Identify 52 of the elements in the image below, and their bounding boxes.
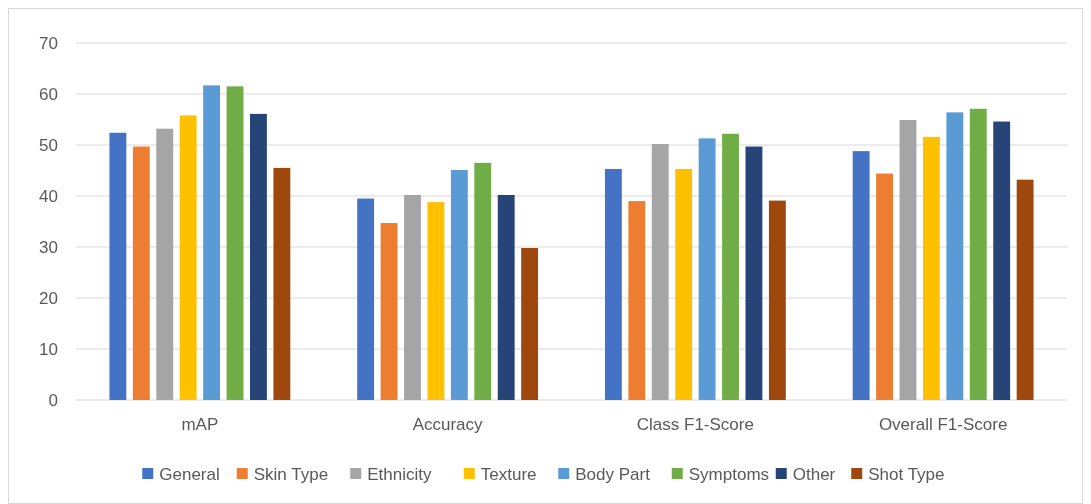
x-tick-label: Class F1-Score: [636, 415, 754, 434]
legend-label: Body Part: [575, 464, 651, 484]
bar: [722, 133, 739, 400]
bar: [899, 120, 917, 400]
legend-label: Other: [792, 464, 836, 484]
bar: [604, 168, 622, 400]
bar: [969, 108, 987, 400]
legend-label: Ethnicity: [367, 464, 432, 484]
bar: [156, 128, 174, 400]
bar: [357, 198, 375, 400]
y-tick-label: 50: [39, 135, 58, 155]
bar: [109, 132, 127, 400]
legend-label: General: [159, 464, 220, 484]
x-tick-label: Accuracy: [412, 415, 484, 434]
bar: [404, 194, 421, 400]
bar: [450, 169, 468, 400]
bar: [946, 112, 964, 400]
bar: [922, 136, 940, 400]
bar: [380, 223, 398, 400]
bar: [628, 201, 646, 400]
bar: [675, 168, 693, 400]
bar: [768, 200, 786, 400]
bar: [876, 173, 893, 400]
bar: [132, 146, 150, 400]
bar: [226, 86, 244, 400]
x-tick-label: Overall F1-Score: [878, 415, 1008, 434]
y-tick-label: 30: [39, 237, 58, 257]
bar: [427, 202, 445, 400]
bar: [1016, 179, 1034, 400]
bar: [698, 138, 716, 400]
bar: [250, 113, 267, 400]
y-tick-label: 20: [39, 288, 58, 308]
y-tick-label: 70: [39, 33, 58, 53]
x-tick-label: mAP: [181, 415, 219, 434]
legend-label: Shot Type: [868, 464, 945, 484]
y-tick-label: 60: [39, 84, 58, 104]
bar: [521, 248, 539, 400]
legend-label: Skin Type: [253, 464, 329, 484]
bar: [203, 85, 221, 400]
bar: [497, 194, 515, 400]
bar: [474, 162, 492, 400]
bar: [852, 151, 870, 400]
y-tick-label: 10: [39, 339, 58, 359]
bar: [993, 121, 1011, 400]
legend-label: Texture: [480, 464, 537, 484]
bar: [651, 143, 669, 400]
y-tick-label: 0: [48, 390, 58, 410]
bar: [745, 146, 763, 400]
bar: [179, 115, 197, 400]
bar: [273, 167, 291, 400]
y-tick-label: 40: [39, 186, 58, 206]
legend-label: Symptoms: [688, 464, 770, 484]
